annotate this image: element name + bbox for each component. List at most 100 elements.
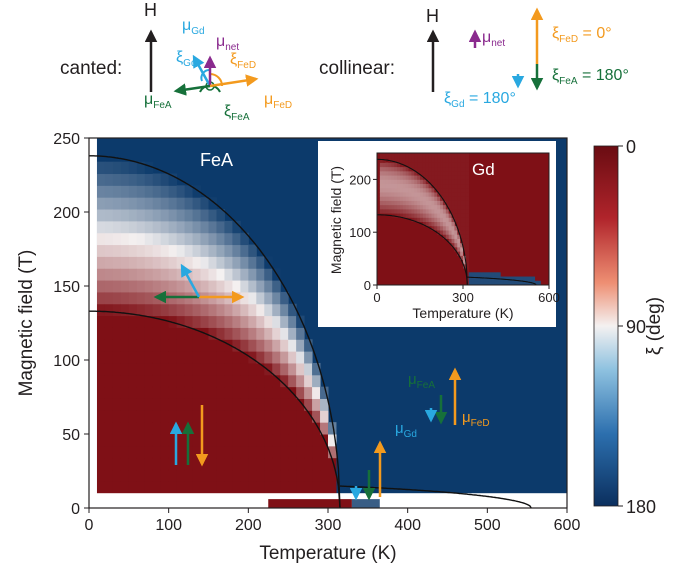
inset-y-ticks: 0 100 200 <box>349 172 377 293</box>
heatmap-cell <box>272 469 281 482</box>
heatmap-cell <box>248 386 257 399</box>
heatmap-cell <box>120 410 130 423</box>
heatmap-cell <box>136 268 146 281</box>
inset-heatmap-cell <box>506 280 510 285</box>
inset-heatmap-cell <box>394 170 398 176</box>
inset-heatmap-cell <box>445 153 450 155</box>
inset-heatmap-cell <box>379 162 384 168</box>
inset-heatmap-cell <box>477 280 481 285</box>
inset-heatmap-cell <box>379 208 384 214</box>
inset-heatmap-cell <box>402 170 407 176</box>
heatmap-cell <box>112 244 122 257</box>
heatmap-cell <box>184 362 194 376</box>
inset-heatmap-cell <box>503 280 507 285</box>
heatmap-cell <box>96 457 106 471</box>
inset-heatmap-cell <box>454 238 458 244</box>
inset-heatmap-cell <box>388 170 392 176</box>
inset-heatmap-cell <box>451 225 455 231</box>
heatmap-cell <box>312 386 321 399</box>
heatmap-cell <box>160 374 170 388</box>
inset-heatmap-cell <box>385 204 389 210</box>
colorbar-bar <box>593 145 619 507</box>
heatmap-cell <box>168 173 178 186</box>
inset-heatmap-cell <box>394 166 398 172</box>
heatmap-cell <box>160 339 170 352</box>
x-tick-label: 400 <box>394 517 421 534</box>
heatmap-cell <box>192 244 202 257</box>
inset-heatmap-cell <box>399 200 404 206</box>
heatmap-cell <box>280 445 289 459</box>
inset-heatmap-cell <box>391 166 395 172</box>
heatmap-cell <box>280 374 289 388</box>
inset-heatmap-cell <box>425 208 429 214</box>
inset-heatmap-cell <box>440 153 444 155</box>
inset-heatmap-cell <box>460 183 464 189</box>
heatmap-cell <box>232 315 241 328</box>
inset-heatmap-cell <box>463 187 467 193</box>
inset-heatmap-cell <box>454 187 458 193</box>
lower-canted-boundary <box>89 310 341 508</box>
inset-heatmap-cell <box>385 192 389 197</box>
heatmap-cell <box>112 445 122 459</box>
heatmap-cell <box>272 374 281 388</box>
heatmap-cell <box>96 256 106 269</box>
inset-heatmap-cell <box>463 230 467 235</box>
heatmap-cell <box>192 315 202 328</box>
heatmap-cell <box>224 457 233 471</box>
heatmap-cell <box>120 220 130 234</box>
heatmap-cell <box>296 362 305 376</box>
inset-heatmap-cell <box>463 213 467 218</box>
inset-heatmap-cell <box>382 204 386 210</box>
heatmap-cell <box>168 351 178 364</box>
heatmap-cell <box>200 374 209 388</box>
inset-heatmap-cell <box>385 153 389 155</box>
heatmap-cell <box>272 386 281 399</box>
heatmap-cell <box>232 280 241 293</box>
heatmap-cell <box>152 351 162 364</box>
heatmap-cell <box>232 220 241 234</box>
inset-heatmap-cell <box>425 153 429 155</box>
inset-heatmap-cell <box>431 192 435 197</box>
heatmap-cell <box>112 469 122 482</box>
heatmap-cell <box>224 256 233 269</box>
heatmap-cell <box>304 457 313 471</box>
inset-heatmap-cell <box>411 166 415 172</box>
inset-heatmap-cell <box>457 170 461 176</box>
inset-heatmap-cell <box>434 153 438 155</box>
heatmap-cell <box>168 469 178 482</box>
inset-heatmap-cell <box>428 187 432 193</box>
heatmap-cell <box>264 457 273 471</box>
inset-heatmap-cell <box>471 280 475 285</box>
heatmap-cell <box>288 434 297 447</box>
inset-heatmap-cell <box>465 213 470 218</box>
inset-heatmap-cell <box>411 153 415 155</box>
inset-heatmap-cell <box>448 175 452 180</box>
heatmap-cell <box>96 469 106 482</box>
inset-heatmap-cell <box>394 154 398 159</box>
heatmap-cell <box>104 209 114 222</box>
heatmap-cell <box>184 469 194 482</box>
inset-heatmap-cell <box>451 154 455 159</box>
inset-heatmap-cell <box>385 166 389 172</box>
inset-heatmap-cell <box>457 192 461 197</box>
inset-heatmap-cell <box>451 170 455 176</box>
heatmap-cell <box>128 291 138 305</box>
inset-heatmap-cell <box>463 175 467 180</box>
inset-heatmap-cell <box>402 183 407 189</box>
heatmap-cell <box>320 386 329 399</box>
heatmap-cell <box>136 339 146 352</box>
heatmap-cell <box>240 244 249 257</box>
inset-heatmap-cell <box>431 175 435 180</box>
inset-heatmap-cell <box>445 162 450 168</box>
heatmap-cell <box>176 445 186 459</box>
heatmap-cell <box>192 303 202 317</box>
inset-heatmap-cell <box>402 154 407 159</box>
heatmap-cell <box>104 481 114 494</box>
heatmap-cell <box>208 398 217 411</box>
heatmap-cell <box>192 339 202 352</box>
heatmap-cell <box>240 256 249 269</box>
heatmap-cell <box>160 209 170 222</box>
heatmap-cell <box>120 445 130 459</box>
heatmap-cell <box>136 434 146 447</box>
heatmap-cell <box>144 410 154 423</box>
